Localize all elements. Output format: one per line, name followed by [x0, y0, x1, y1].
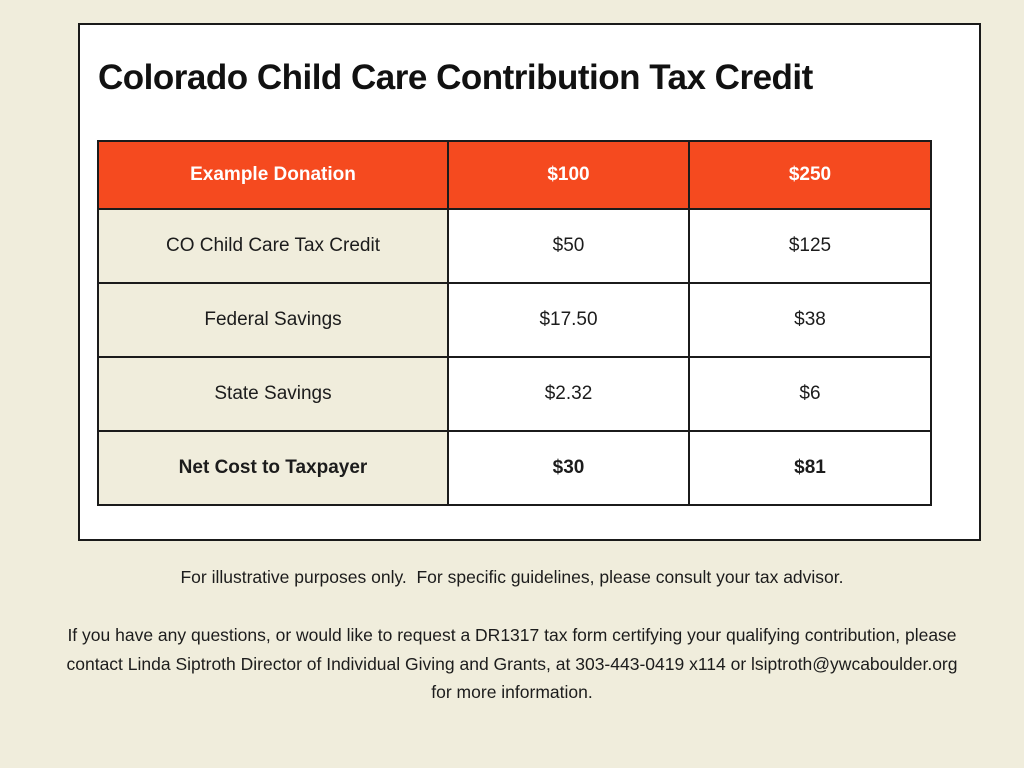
cell-value: $17.50: [447, 282, 690, 358]
page-title: Colorado Child Care Contribution Tax Cre…: [98, 58, 813, 97]
row-label-net-cost-to-taxpayer: Net Cost to Taxpayer: [97, 430, 449, 506]
table-row-net-cost: Net Cost to Taxpayer $30 $81: [97, 430, 932, 506]
cell-value: $2.32: [447, 356, 690, 432]
header-cell-250: $250: [688, 140, 932, 210]
header-cell-100: $100: [447, 140, 690, 210]
cell-value: $81: [688, 430, 932, 506]
cell-value: $30: [447, 430, 690, 506]
header-cell-example-donation: Example Donation: [97, 140, 449, 210]
cell-value: $6: [688, 356, 932, 432]
row-label-federal-savings: Federal Savings: [97, 282, 449, 358]
row-label-co-child-care-tax-credit: CO Child Care Tax Credit: [97, 208, 449, 284]
cell-value: $125: [688, 208, 932, 284]
tax-credit-table: Example Donation $100 $250 CO Child Care…: [97, 140, 932, 506]
flyer-card: Colorado Child Care Contribution Tax Cre…: [78, 23, 981, 541]
table-row: State Savings $2.32 $6: [97, 356, 932, 432]
table-header-row: Example Donation $100 $250: [97, 140, 932, 210]
cell-value: $38: [688, 282, 932, 358]
disclaimer-text: For illustrative purposes only. For spec…: [180, 567, 844, 587]
table-row: CO Child Care Tax Credit $50 $125: [97, 208, 932, 284]
cell-value: $50: [447, 208, 690, 284]
contact-info-text: If you have any questions, or would like…: [66, 625, 958, 702]
table-row: Federal Savings $17.50 $38: [97, 282, 932, 358]
row-label-state-savings: State Savings: [97, 356, 449, 432]
